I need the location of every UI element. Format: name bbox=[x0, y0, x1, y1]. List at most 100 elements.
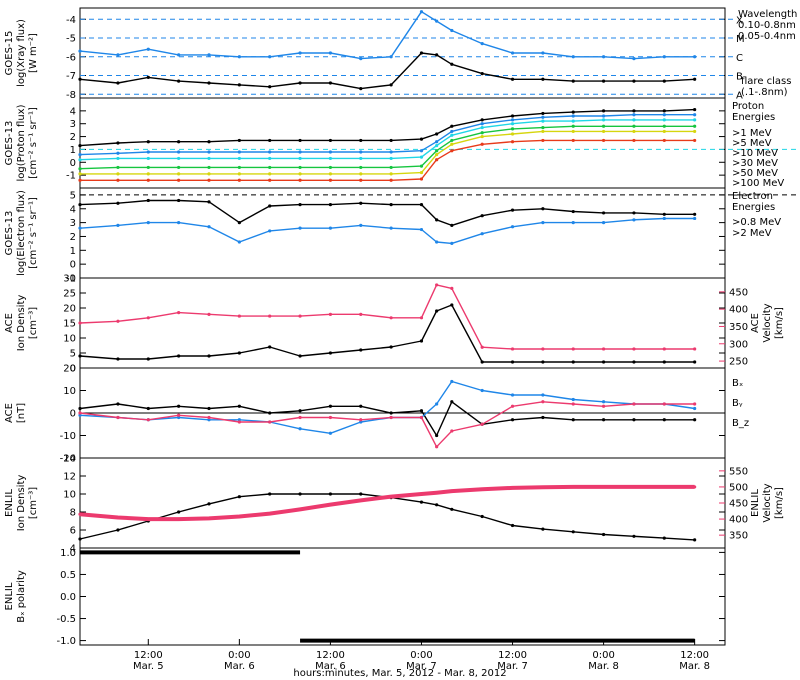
data-point bbox=[601, 114, 606, 118]
data-point bbox=[328, 203, 333, 207]
y-tick-label: 1.0 bbox=[60, 548, 76, 559]
y-axis-label: log(Xray flux) bbox=[16, 19, 27, 87]
flare-class-caption: flare class bbox=[741, 76, 791, 87]
data-point bbox=[450, 142, 454, 146]
data-point bbox=[298, 172, 302, 176]
data-point bbox=[146, 178, 150, 182]
data-point bbox=[78, 406, 82, 411]
data-point bbox=[268, 229, 272, 233]
data-point bbox=[389, 178, 393, 182]
series-line bbox=[79, 401, 695, 437]
data-point bbox=[298, 165, 302, 170]
y-tick-label: -6 bbox=[66, 52, 76, 63]
data-point bbox=[601, 109, 606, 113]
panel-enlil_polarity: 1.0 0.5 0.0 -0.5 -1.0 ENLIL Bₓ polarity bbox=[4, 547, 726, 647]
data-point bbox=[419, 415, 424, 420]
data-point bbox=[571, 347, 575, 351]
data-point bbox=[480, 134, 484, 139]
data-point bbox=[419, 155, 424, 159]
data-point bbox=[78, 413, 82, 417]
data-point bbox=[177, 53, 181, 57]
right-axis-label: ENLIL bbox=[750, 489, 761, 517]
data-point bbox=[541, 527, 545, 531]
data-point bbox=[207, 150, 211, 154]
y-tick-label: 0.0 bbox=[60, 592, 76, 603]
data-point bbox=[298, 150, 302, 154]
data-point bbox=[359, 404, 363, 408]
data-point bbox=[389, 165, 393, 170]
x-tick-date: Mar. 6 bbox=[315, 661, 346, 672]
data-point bbox=[541, 360, 545, 364]
data-point bbox=[389, 138, 393, 143]
right-axis-label: ACE bbox=[750, 313, 761, 333]
data-point bbox=[510, 127, 515, 131]
y-axis-label: log(Proton flux) bbox=[16, 104, 27, 181]
y-tick-label: 0.5 bbox=[60, 570, 76, 581]
data-point bbox=[601, 221, 606, 225]
data-point bbox=[541, 415, 545, 420]
data-point bbox=[268, 314, 272, 318]
data-point bbox=[450, 133, 454, 137]
data-point bbox=[359, 172, 363, 176]
data-point bbox=[207, 178, 211, 182]
data-point bbox=[237, 172, 241, 176]
data-point bbox=[435, 491, 439, 495]
x-tick-time: 12:00 bbox=[134, 650, 163, 661]
data-point bbox=[146, 150, 150, 154]
data-point bbox=[359, 312, 363, 316]
data-point bbox=[601, 129, 606, 134]
panel-goes15: -4 -5 -6 -7 -8 GOES-15 log(Xray flux) [W m⁻²] XM… bbox=[4, 7, 797, 101]
data-point bbox=[359, 418, 363, 422]
data-point bbox=[207, 516, 211, 521]
x-tick-date: Mar. 8 bbox=[679, 661, 710, 672]
legend-item: Bᵧ bbox=[732, 398, 743, 409]
data-point bbox=[78, 203, 82, 207]
data-point bbox=[389, 415, 393, 420]
series-line bbox=[79, 113, 695, 156]
data-point bbox=[662, 402, 666, 406]
right-y-tick-label: 450 bbox=[729, 499, 748, 510]
right-y-tick-label: 350 bbox=[729, 531, 748, 542]
data-point bbox=[116, 165, 120, 170]
y-tick-label: 1 bbox=[70, 246, 76, 257]
data-point bbox=[480, 422, 484, 426]
data-point bbox=[389, 83, 393, 87]
data-point bbox=[601, 211, 606, 215]
data-point bbox=[328, 226, 333, 230]
data-point bbox=[177, 172, 181, 176]
data-point bbox=[693, 113, 697, 117]
series-line bbox=[80, 130, 695, 175]
data-point bbox=[510, 208, 515, 212]
data-point bbox=[359, 178, 363, 182]
flare-class-label: A bbox=[736, 90, 743, 101]
right-y-tick-label: 250 bbox=[729, 357, 748, 368]
y-tick-label: -1.0 bbox=[56, 636, 76, 647]
data-point bbox=[116, 357, 120, 361]
right-axis-label: [km/s] bbox=[774, 307, 785, 339]
data-point bbox=[435, 218, 439, 222]
data-point bbox=[419, 339, 424, 343]
data-point bbox=[541, 347, 545, 351]
legend-title: Energies bbox=[732, 112, 775, 123]
x-tick-time: 0:00 bbox=[592, 650, 614, 661]
data-point bbox=[177, 415, 181, 420]
data-point bbox=[601, 347, 606, 351]
data-point bbox=[237, 55, 241, 59]
data-point bbox=[328, 172, 333, 176]
data-point bbox=[359, 138, 363, 143]
legend-item: >5 MeV bbox=[732, 138, 772, 149]
series-line bbox=[79, 217, 695, 245]
data-point bbox=[480, 118, 484, 122]
series-line bbox=[79, 484, 695, 522]
data-point bbox=[389, 226, 393, 230]
data-point bbox=[632, 124, 636, 128]
y-tick-label: 6 bbox=[70, 526, 76, 537]
y-tick-label: 25 bbox=[63, 289, 76, 300]
data-point bbox=[480, 122, 484, 126]
right-y-tick-label: 400 bbox=[729, 515, 748, 526]
data-point bbox=[207, 81, 211, 85]
data-point bbox=[541, 221, 545, 225]
data-point bbox=[237, 418, 241, 422]
data-point bbox=[541, 51, 545, 55]
data-point bbox=[298, 427, 302, 431]
